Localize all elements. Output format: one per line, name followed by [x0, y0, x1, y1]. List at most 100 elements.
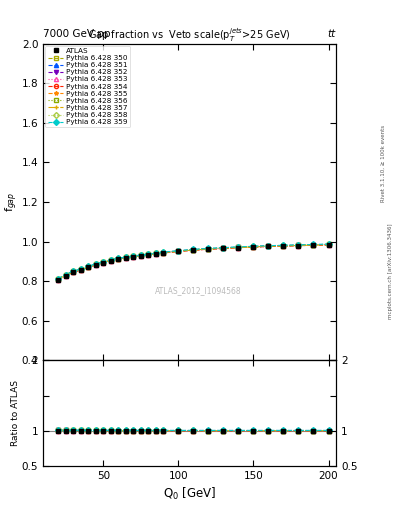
ATLAS: [146, 252, 151, 258]
Pythia 6.428 351: [161, 249, 166, 255]
Pythia 6.428 358: [206, 246, 211, 252]
Pythia 6.428 351: [146, 251, 151, 257]
Pythia 6.428 354: [131, 253, 136, 260]
Pythia 6.428 359: [146, 251, 151, 257]
Pythia 6.428 353: [206, 246, 211, 252]
Pythia 6.428 355: [101, 260, 106, 266]
ATLAS: [101, 260, 106, 266]
Pythia 6.428 359: [86, 263, 91, 269]
Pythia 6.428 358: [296, 242, 301, 248]
Pythia 6.428 355: [94, 262, 98, 268]
Pythia 6.428 351: [108, 257, 113, 263]
Pythia 6.428 351: [86, 263, 91, 269]
Pythia 6.428 358: [131, 253, 136, 259]
Pythia 6.428 354: [71, 269, 75, 275]
Pythia 6.428 356: [206, 246, 211, 252]
Pythia 6.428 358: [221, 245, 226, 251]
Pythia 6.428 356: [176, 248, 181, 254]
ATLAS: [311, 242, 316, 248]
Pythia 6.428 353: [236, 245, 241, 251]
Pythia 6.428 358: [266, 243, 271, 249]
Pythia 6.428 355: [116, 255, 121, 262]
Pythia 6.428 358: [281, 242, 286, 248]
Pythia 6.428 357: [161, 250, 166, 256]
Pythia 6.428 352: [296, 242, 301, 248]
Pythia 6.428 352: [161, 250, 166, 256]
Pythia 6.428 350: [146, 251, 151, 258]
Pythia 6.428 354: [251, 244, 256, 250]
Pythia 6.428 359: [326, 241, 331, 247]
Pythia 6.428 352: [71, 269, 75, 275]
Pythia 6.428 353: [94, 262, 98, 268]
Pythia 6.428 356: [101, 259, 106, 265]
Pythia 6.428 351: [281, 242, 286, 248]
Pythia 6.428 352: [94, 262, 98, 268]
ATLAS: [116, 256, 121, 262]
Pythia 6.428 352: [138, 252, 143, 259]
Pythia 6.428 358: [326, 241, 331, 247]
Pythia 6.428 351: [123, 254, 128, 260]
Pythia 6.428 353: [266, 243, 271, 249]
Pythia 6.428 359: [161, 249, 166, 255]
Pythia 6.428 358: [63, 272, 68, 278]
Y-axis label: f$_{gap}$: f$_{gap}$: [4, 192, 20, 212]
Pythia 6.428 352: [123, 254, 128, 261]
Pythia 6.428 354: [56, 276, 61, 283]
Line: ATLAS: ATLAS: [56, 243, 331, 283]
Pythia 6.428 350: [326, 242, 331, 248]
Pythia 6.428 354: [123, 254, 128, 261]
Pythia 6.428 358: [311, 242, 316, 248]
Pythia 6.428 358: [123, 254, 128, 260]
Pythia 6.428 353: [296, 243, 301, 249]
Pythia 6.428 358: [138, 252, 143, 258]
Pythia 6.428 353: [176, 248, 181, 254]
Pythia 6.428 356: [191, 247, 196, 253]
Pythia 6.428 355: [206, 246, 211, 252]
X-axis label: Q$_0$ [GeV]: Q$_0$ [GeV]: [163, 486, 216, 502]
Line: Pythia 6.428 350: Pythia 6.428 350: [56, 242, 331, 281]
Pythia 6.428 350: [161, 249, 166, 255]
Pythia 6.428 351: [56, 275, 61, 282]
ATLAS: [296, 243, 301, 249]
Pythia 6.428 358: [116, 255, 121, 262]
Pythia 6.428 351: [63, 272, 68, 278]
Pythia 6.428 350: [206, 246, 211, 252]
Pythia 6.428 355: [221, 245, 226, 251]
Pythia 6.428 350: [86, 264, 91, 270]
Pythia 6.428 355: [131, 253, 136, 260]
Pythia 6.428 354: [281, 243, 286, 249]
Pythia 6.428 355: [311, 242, 316, 248]
Pythia 6.428 351: [94, 261, 98, 267]
Pythia 6.428 359: [251, 243, 256, 249]
Pythia 6.428 352: [176, 248, 181, 254]
Pythia 6.428 351: [236, 244, 241, 250]
Pythia 6.428 352: [221, 245, 226, 251]
Pythia 6.428 359: [131, 253, 136, 259]
Pythia 6.428 357: [79, 267, 83, 273]
Pythia 6.428 356: [146, 251, 151, 258]
Pythia 6.428 353: [161, 250, 166, 256]
Pythia 6.428 357: [131, 253, 136, 260]
ATLAS: [176, 248, 181, 254]
Pythia 6.428 358: [236, 244, 241, 250]
Pythia 6.428 354: [116, 256, 121, 262]
Pythia 6.428 355: [154, 250, 158, 257]
Text: 7000 GeV pp: 7000 GeV pp: [43, 29, 111, 39]
Pythia 6.428 351: [116, 255, 121, 262]
Pythia 6.428 357: [326, 242, 331, 248]
Pythia 6.428 350: [251, 244, 256, 250]
Pythia 6.428 350: [296, 242, 301, 248]
Pythia 6.428 354: [326, 242, 331, 248]
Pythia 6.428 358: [56, 275, 61, 282]
ATLAS: [123, 254, 128, 261]
Pythia 6.428 352: [251, 244, 256, 250]
Pythia 6.428 350: [266, 243, 271, 249]
Pythia 6.428 356: [56, 276, 61, 282]
Pythia 6.428 351: [176, 248, 181, 254]
Pythia 6.428 352: [326, 242, 331, 248]
Pythia 6.428 356: [79, 266, 83, 272]
Pythia 6.428 359: [71, 268, 75, 274]
Pythia 6.428 352: [86, 264, 91, 270]
Pythia 6.428 351: [311, 242, 316, 248]
ATLAS: [251, 244, 256, 250]
